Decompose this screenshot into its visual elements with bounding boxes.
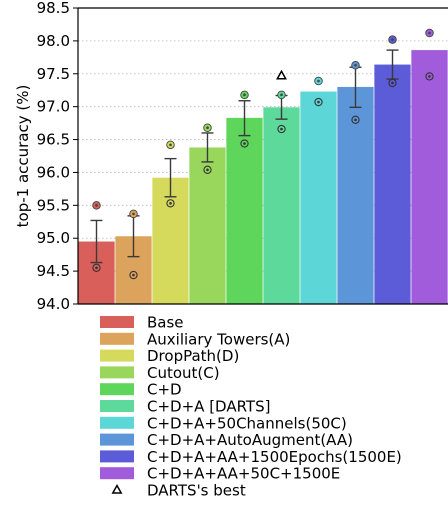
max-marker-dot — [280, 93, 283, 97]
legend-label: C+D+A [DARTS] — [147, 398, 270, 416]
y-tick-label: 96.5 — [37, 131, 70, 149]
min-marker — [203, 165, 212, 174]
legend-swatch — [100, 349, 134, 362]
axes — [73, 7, 448, 305]
bar — [226, 117, 263, 304]
legend-label: C+D+A+AA+1500Epochs(1500E) — [147, 448, 402, 466]
y-tick-label: 98.5 — [37, 0, 70, 17]
y-tick-label: 98.0 — [37, 32, 70, 50]
min-marker — [351, 115, 360, 124]
legend-swatch — [100, 366, 134, 379]
legend-label: Auxiliary Towers(A) — [147, 330, 290, 348]
min-marker-dot — [317, 100, 320, 104]
y-tick-label: 94.5 — [37, 262, 70, 280]
legend-label: C+D+A+50Channels(50C) — [147, 414, 347, 432]
legend-label: Cutout(C) — [147, 364, 220, 382]
legend-swatch — [100, 433, 134, 446]
darts-best-marker — [276, 69, 287, 80]
y-tick-label: 97.0 — [37, 98, 70, 116]
legend-label: DARTS's best — [147, 482, 246, 500]
y-tick-label: 94.0 — [37, 295, 70, 313]
legend-label: C+D — [147, 381, 182, 399]
max-marker-dot — [206, 126, 209, 130]
min-marker-dot — [354, 118, 357, 122]
legend-swatch — [100, 316, 134, 328]
legend-swatch — [100, 383, 134, 396]
legend-label: C+D+A+AA+50C+1500E — [147, 465, 340, 483]
min-marker — [277, 124, 286, 134]
y-tick-label: 95.0 — [37, 229, 70, 247]
bar — [411, 50, 448, 304]
legend-swatch — [100, 416, 134, 429]
min-marker — [425, 72, 434, 81]
legend-swatch — [100, 400, 134, 412]
y-tick-labels: 94.0 94.5 95.0 95.5 96.0 96.5 97.0 97.5 98.0 98.5 — [37, 0, 70, 313]
min-marker-dot — [95, 266, 98, 270]
max-marker-dot — [169, 143, 172, 147]
min-marker-dot — [243, 142, 246, 145]
y-tick-label: 97.5 — [37, 65, 70, 83]
max-marker-dot — [354, 63, 357, 67]
legend-label: DropPath(D) — [147, 347, 239, 365]
min-marker — [92, 263, 101, 272]
max-marker-dot — [243, 93, 246, 97]
bar — [263, 107, 300, 304]
bar — [300, 91, 337, 304]
markers — [92, 28, 434, 280]
min-marker-dot — [169, 202, 172, 205]
max-marker-dot — [132, 212, 135, 216]
y-tick-label: 95.5 — [37, 196, 70, 214]
min-marker — [129, 270, 138, 280]
max-marker-dot — [317, 79, 320, 83]
legend-swatch — [100, 467, 134, 480]
bars — [78, 50, 448, 305]
min-marker — [166, 199, 175, 208]
min-marker — [388, 78, 397, 88]
min-marker-dot — [428, 75, 431, 78]
min-marker-dot — [280, 127, 283, 131]
legend-label: Base — [147, 314, 184, 332]
legend-label: C+D+A+AutoAugment(AA) — [147, 431, 353, 449]
legend-swatch — [100, 450, 134, 463]
max-marker-dot — [95, 204, 98, 207]
min-marker-dot — [206, 168, 209, 172]
min-marker-dot — [132, 273, 135, 277]
bar — [152, 177, 189, 304]
y-axis-label: top-1 accuracy (%) — [14, 85, 32, 228]
min-marker — [240, 139, 249, 148]
max-marker-dot — [391, 38, 394, 41]
bar — [374, 64, 411, 305]
min-marker — [314, 97, 323, 107]
max-marker-dot — [428, 31, 431, 35]
legend-marker — [111, 483, 123, 494]
y-tick-label: 96.0 — [37, 163, 70, 181]
min-marker-dot — [391, 81, 394, 85]
legend-swatch — [100, 332, 134, 345]
